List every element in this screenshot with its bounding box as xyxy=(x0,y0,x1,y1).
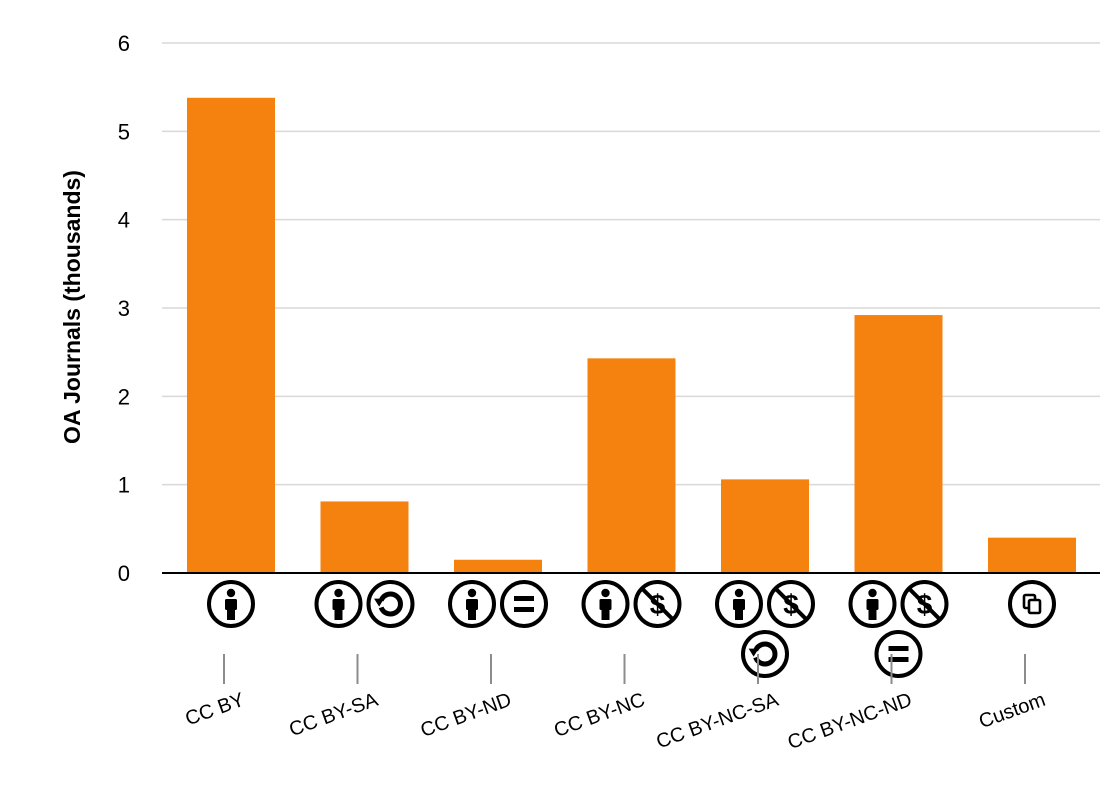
y-tick-label: 5 xyxy=(118,119,130,144)
bar xyxy=(587,358,676,573)
bars xyxy=(187,97,1076,574)
x-tick-label: CC BY-NC-ND xyxy=(785,689,915,754)
nd-icon xyxy=(500,580,548,628)
by-icon xyxy=(207,580,255,628)
by-icon xyxy=(715,580,763,628)
bar xyxy=(988,537,1076,573)
custom-copy-icon xyxy=(1008,580,1056,628)
y-axis-label: OA Journals (thousands) xyxy=(59,170,85,444)
category-labels: CC BY CC BY-SA CC BY-ND CC BY-NC CC BY-NC-SA… xyxy=(182,654,1048,754)
sa-icon xyxy=(741,630,789,678)
license-icons: $ $ $ xyxy=(207,580,1056,678)
nd-icon xyxy=(874,630,923,678)
by-icon xyxy=(314,580,363,628)
x-tick-label: CC BY-SA xyxy=(286,689,381,742)
nc-icon: $ xyxy=(633,580,682,628)
y-tick-label: 2 xyxy=(118,384,130,409)
bar xyxy=(854,315,943,573)
y-tick-label: 1 xyxy=(118,473,130,498)
y-tick-label: 6 xyxy=(118,31,130,56)
x-tick-label: CC BY xyxy=(182,689,247,731)
y-tick-label: 3 xyxy=(118,296,130,321)
bar xyxy=(454,559,542,573)
nc-icon: $ xyxy=(900,580,949,628)
x-tick-label: CC BY-NC xyxy=(551,689,648,742)
by-icon xyxy=(448,580,496,628)
by-icon xyxy=(848,580,897,628)
x-tick-label: Custom xyxy=(976,689,1048,733)
sa-icon xyxy=(366,580,415,628)
bar xyxy=(320,501,409,573)
axes: 0 1 2 3 4 5 6 xyxy=(118,31,1100,586)
by-icon xyxy=(581,580,630,628)
bar xyxy=(721,479,809,573)
x-tick-label: CC BY-NC-SA xyxy=(653,689,782,754)
nc-icon: $ xyxy=(767,580,815,628)
gridlines xyxy=(162,42,1100,486)
y-tick-label: 4 xyxy=(118,208,130,233)
y-tick-label: 0 xyxy=(118,561,130,586)
x-tick-label: CC BY-ND xyxy=(418,689,515,742)
bar xyxy=(187,97,275,574)
